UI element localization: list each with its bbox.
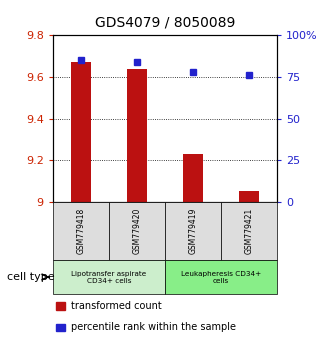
Bar [239, 192, 259, 202]
Text: cell type: cell type [7, 272, 54, 282]
Text: GSM779419: GSM779419 [188, 208, 198, 254]
Text: GDS4079 / 8050089: GDS4079 / 8050089 [95, 16, 235, 30]
Bar [183, 154, 203, 202]
Text: percentile rank within the sample: percentile rank within the sample [71, 322, 236, 332]
Text: GSM779420: GSM779420 [132, 208, 142, 254]
Text: GSM779421: GSM779421 [245, 208, 254, 254]
Text: transformed count: transformed count [71, 301, 162, 311]
Bar [71, 62, 91, 202]
Text: Lipotransfer aspirate
CD34+ cells: Lipotransfer aspirate CD34+ cells [71, 270, 147, 284]
Bar [127, 69, 147, 202]
Text: GSM779418: GSM779418 [76, 208, 85, 254]
Text: Leukapheresis CD34+
cells: Leukapheresis CD34+ cells [181, 270, 261, 284]
